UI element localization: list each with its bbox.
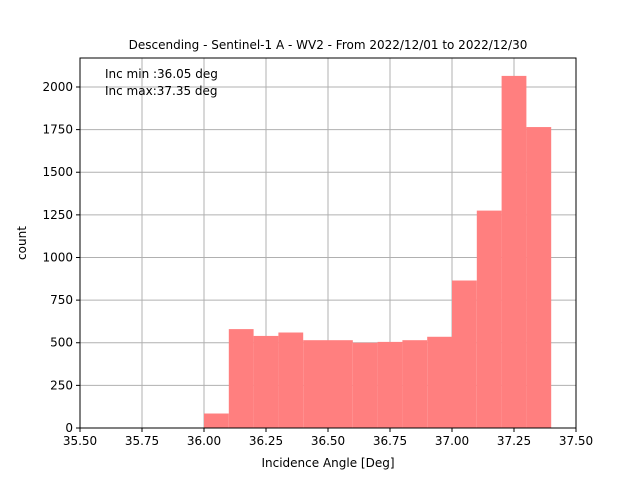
x-tick-label: 35.50 (63, 434, 97, 448)
y-tick-label: 0 (65, 421, 73, 435)
histogram-bar (377, 341, 403, 428)
y-tick-label: 1500 (42, 165, 73, 179)
histogram-bar (427, 336, 452, 428)
x-tick-label: 37.50 (559, 434, 593, 448)
histogram-bars (204, 75, 552, 428)
x-tick-label: 36.25 (249, 434, 283, 448)
histogram-bar (402, 340, 428, 428)
y-tick-label: 1250 (42, 208, 73, 222)
y-tick-label: 2000 (42, 80, 73, 94)
histogram-bar (501, 75, 527, 428)
x-axis-ticks: 35.50 35.75 36.00 36.25 36.50 36.75 37.00 37.25… (63, 428, 593, 448)
annotation-inc-max: Inc max:37.35 deg (105, 84, 218, 98)
x-tick-label: 35.75 (125, 434, 159, 448)
histogram-bar (352, 342, 378, 428)
x-tick-label: 36.00 (187, 434, 221, 448)
y-tick-label: 250 (50, 378, 73, 392)
annotation-inc-min: Inc min :36.05 deg (105, 67, 218, 81)
histogram-bar (526, 127, 552, 428)
histogram-bar (452, 280, 477, 428)
x-tick-label: 37.25 (497, 434, 531, 448)
x-tick-label: 37.00 (435, 434, 469, 448)
y-axis-label: count (15, 226, 29, 260)
y-tick-label: 1750 (42, 123, 73, 137)
y-tick-label: 1000 (42, 250, 73, 264)
y-axis-ticks: 0 250 500 750 1000 1250 1500 1750 2000 (42, 80, 80, 435)
x-tick-label: 36.75 (373, 434, 407, 448)
chart-title: Descending - Sentinel-1 A - WV2 - From 2… (129, 38, 528, 52)
x-tick-label: 36.50 (311, 434, 345, 448)
histogram-bar (253, 335, 279, 428)
y-tick-label: 500 (50, 336, 73, 350)
histogram-bar (328, 340, 353, 428)
histogram-bar (476, 210, 502, 428)
histogram-bar (204, 413, 229, 428)
histogram-bar (278, 332, 304, 428)
histogram-bar (303, 340, 328, 428)
histogram-bar (228, 329, 254, 428)
y-tick-label: 750 (50, 293, 73, 307)
x-axis-label: Incidence Angle [Deg] (261, 456, 394, 470)
